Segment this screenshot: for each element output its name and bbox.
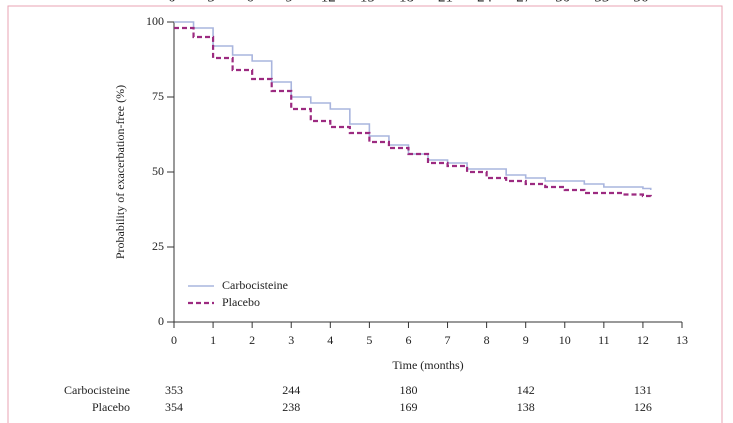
x-tick-label: 0 [171,333,177,347]
x-tick-label: 5 [366,333,372,347]
x-tick-label: 12 [637,333,649,347]
x-tick-label: 8 [484,333,490,347]
risk-value: 244 [282,383,300,397]
x-tick-label: 7 [445,333,451,347]
risk-value: 131 [634,383,652,397]
clipped-tick-label: 24 [477,0,493,5]
clipped-tick-label: 21 [438,0,453,5]
y-tick-label: 100 [146,14,164,28]
y-axis-label: Probability of exacerbation-free (%) [113,85,127,259]
x-tick-label: 11 [598,333,610,347]
risk-row-label: Carbocisteine [64,383,130,397]
frame [7,5,723,423]
x-tick-label: 1 [210,333,216,347]
clipped-tick-label: 12 [321,0,336,5]
risk-value: 238 [282,400,300,414]
clipped-tick-label: 30 [555,0,570,5]
y-tick-label: 50 [152,164,164,178]
risk-value: 126 [634,400,652,414]
clipped-tick-label: 3 [207,0,215,5]
x-tick-label: 6 [405,333,411,347]
x-tick-label: 4 [327,333,333,347]
x-axis-label: Time (months) [392,358,463,372]
y-tick-label: 25 [152,239,164,253]
clipped-tick-label: 6 [246,0,254,5]
clipped-tick-label: 36 [633,0,649,5]
clipped-tick-label: 18 [399,0,414,5]
y-tick-label: 75 [152,89,164,103]
clipped-tick-label: 0 [168,0,176,5]
y-tick-label: 0 [158,314,164,328]
legend-label: Placebo [222,295,260,309]
clipped-tick-label: 9 [285,0,293,5]
survival-curve [174,26,652,199]
risk-row-label: Placebo [92,400,130,414]
survival-curve [174,21,652,190]
risk-value: 169 [399,400,417,414]
x-tick-label: 9 [523,333,529,347]
clipped-tick-label: 27 [516,0,532,5]
risk-value: 354 [165,400,183,414]
x-tick-label: 10 [559,333,571,347]
legend-label: Carbocisteine [222,278,288,292]
x-tick-label: 2 [249,333,255,347]
x-tick-label: 3 [288,333,294,347]
clipped-tick-label: 15 [360,0,375,5]
risk-value: 180 [399,383,417,397]
risk-value: 138 [517,400,535,414]
x-tick-label: 13 [676,333,688,347]
risk-value: 353 [165,383,183,397]
risk-value: 142 [517,383,535,397]
clipped-tick-label: 33 [594,0,609,5]
